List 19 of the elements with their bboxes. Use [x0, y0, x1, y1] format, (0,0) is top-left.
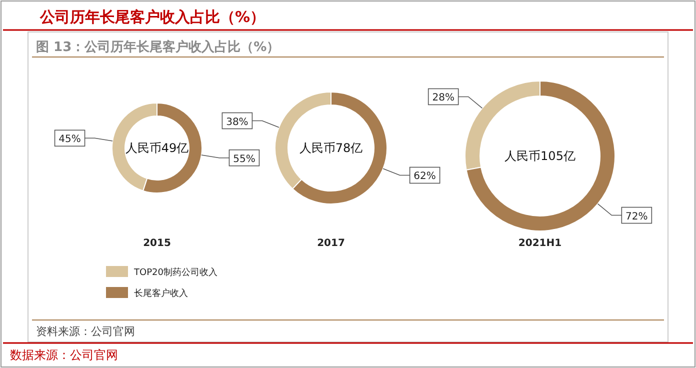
text: 资料来源：公司官网 — [36, 325, 135, 338]
text: 人民币49亿 — [125, 141, 189, 155]
data-label: 55% — [233, 154, 256, 165]
data-label: 72% — [626, 211, 648, 222]
legend-label: 长尾客户收入 — [134, 288, 188, 299]
data-label: 62% — [414, 171, 436, 182]
text: 2015 — [143, 238, 171, 249]
data-label: 28% — [432, 92, 454, 104]
data-label: 38% — [226, 116, 248, 128]
data-label: 45% — [58, 134, 81, 146]
source-note: 数据来源：公司官网 — [10, 348, 118, 362]
legend-label: TOP20制药公司收入 — [133, 267, 218, 278]
text: 2021H1 — [518, 238, 562, 249]
text: 公司历年长尾客户收入占比（%） — [39, 8, 266, 26]
text: 人民币78亿 — [299, 141, 363, 155]
text: 人民币105亿 — [504, 149, 576, 163]
text: 图 13：公司历年长尾客户收入占比（%） — [36, 39, 280, 55]
donut-slice — [466, 80, 616, 232]
text: 2017 — [317, 238, 345, 249]
